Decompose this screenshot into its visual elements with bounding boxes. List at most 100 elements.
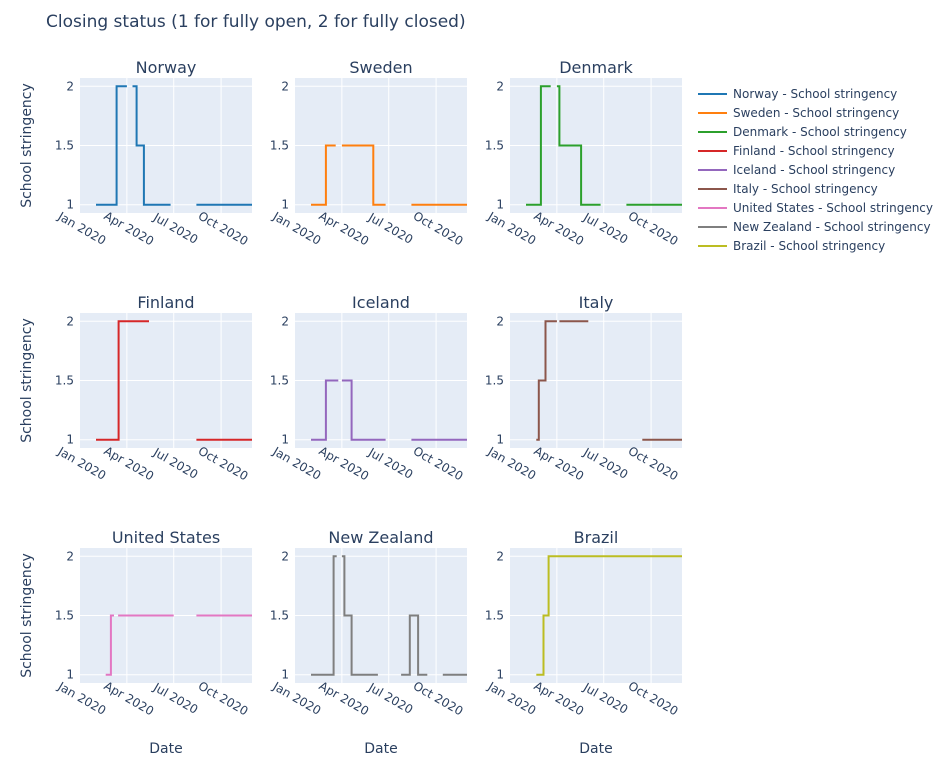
x-tick-label: Jan 2020 [270,679,324,718]
x-tick-label: Jan 2020 [55,209,109,248]
legend-swatch [698,130,727,133]
legend-label: Italy - School stringency [733,181,878,196]
y-tick-label: 1.5 [270,609,289,623]
x-tick-label: Jan 2020 [55,444,109,483]
x-tick-label: Apr 2020 [531,209,586,249]
series-line-denmark [526,85,551,206]
x-tick-label: Jul 2020 [580,210,630,247]
series-line-finland [96,320,149,441]
x-tick-label: Jul 2020 [580,680,630,717]
series-line-brazil [536,555,682,676]
x-tick-label: Jul 2020 [365,680,415,717]
series-line-sweden [341,144,386,206]
y-tick-label: 1.5 [55,374,74,388]
x-tick-label: Apr 2020 [101,209,156,249]
y-tick-label: 2 [281,79,289,93]
y-tick-label: 1.5 [485,139,504,153]
series-line-united-states [105,614,114,676]
legend-item-sweden[interactable]: Sweden - School stringency [698,103,933,122]
x-tick-label: Oct 2020 [411,209,466,249]
y-tick-label: 1 [281,433,289,447]
legend-swatch [698,206,727,209]
y-tick-label: 2 [496,79,504,93]
x-tick-label: Jul 2020 [365,210,415,247]
x-tick-label: Oct 2020 [626,444,681,484]
subplot-title: Iceland [352,293,410,312]
y-axis-label: School stringency [19,83,35,208]
legend-label: Finland - School stringency [733,143,895,158]
x-tick-label: Apr 2020 [316,679,371,719]
x-axis-label: Date [364,741,397,757]
y-tick-label: 2 [66,314,74,328]
legend-item-denmark[interactable]: Denmark - School stringency [698,122,933,141]
legend-label: New Zealand - School stringency [733,219,931,234]
y-tick-label: 1 [66,433,74,447]
x-tick-label: Jan 2020 [55,679,109,718]
subplot-title: Denmark [559,58,633,77]
legend-swatch [698,149,727,152]
y-tick-label: 2 [496,314,504,328]
series-line-iceland [341,379,386,441]
legend-item-italy[interactable]: Italy - School stringency [698,179,933,198]
y-tick-label: 1.5 [270,374,289,388]
y-tick-label: 1 [281,668,289,682]
series-line-new-zealand [401,614,428,676]
legend[interactable]: Norway - School stringency Sweden - Schoo… [698,84,933,255]
series-line-italy [536,320,557,441]
y-tick-label: 1.5 [55,609,74,623]
x-tick-label: Jul 2020 [150,445,200,482]
y-tick-label: 1 [496,433,504,447]
legend-item-norway[interactable]: Norway - School stringency [698,84,933,103]
legend-item-iceland[interactable]: Iceland - School stringency [698,160,933,179]
series-line-iceland [311,379,339,441]
x-tick-label: Jan 2020 [270,209,324,248]
y-tick-label: 2 [281,314,289,328]
y-tick-label: 2 [66,549,74,563]
subplot-title: Brazil [574,528,619,547]
x-tick-label: Oct 2020 [411,444,466,484]
legend-item-brazil[interactable]: Brazil - School stringency [698,236,933,255]
y-tick-label: 1.5 [485,609,504,623]
legend-label: Iceland - School stringency [733,162,896,177]
legend-item-finland[interactable]: Finland - School stringency [698,141,933,160]
legend-item-united-states[interactable]: United States - School stringency [698,198,933,217]
y-tick-label: 1 [66,198,74,212]
x-tick-label: Jul 2020 [365,445,415,482]
subplot-title: Finland [137,293,194,312]
legend-item-new-zealand[interactable]: New Zealand - School stringency [698,217,933,236]
x-tick-label: Apr 2020 [316,444,371,484]
x-tick-label: Apr 2020 [316,209,371,249]
y-tick-label: 1.5 [55,139,74,153]
y-tick-label: 2 [281,549,289,563]
chart-title: Closing status (1 for fully open, 2 for … [46,12,466,32]
x-tick-label: Jul 2020 [580,445,630,482]
legend-swatch [698,225,727,228]
series-line-denmark [556,85,601,206]
x-tick-label: Jan 2020 [485,444,539,483]
subplot-title: New Zealand [328,528,433,547]
y-tick-label: 1 [66,668,74,682]
x-tick-label: Oct 2020 [411,679,466,719]
y-tick-label: 2 [496,549,504,563]
subplot-title: Sweden [349,58,412,77]
x-tick-label: Apr 2020 [101,444,156,484]
x-tick-label: Oct 2020 [626,209,681,249]
subplot-title: United States [112,528,220,547]
legend-label: Denmark - School stringency [733,124,907,139]
x-tick-label: Jul 2020 [150,680,200,717]
x-tick-label: Apr 2020 [101,679,156,719]
x-tick-label: Oct 2020 [196,444,251,484]
x-tick-label: Apr 2020 [531,679,586,719]
legend-label: Sweden - School stringency [733,105,900,120]
legend-swatch [698,187,727,190]
y-tick-label: 2 [66,79,74,93]
x-tick-label: Jan 2020 [485,209,539,248]
